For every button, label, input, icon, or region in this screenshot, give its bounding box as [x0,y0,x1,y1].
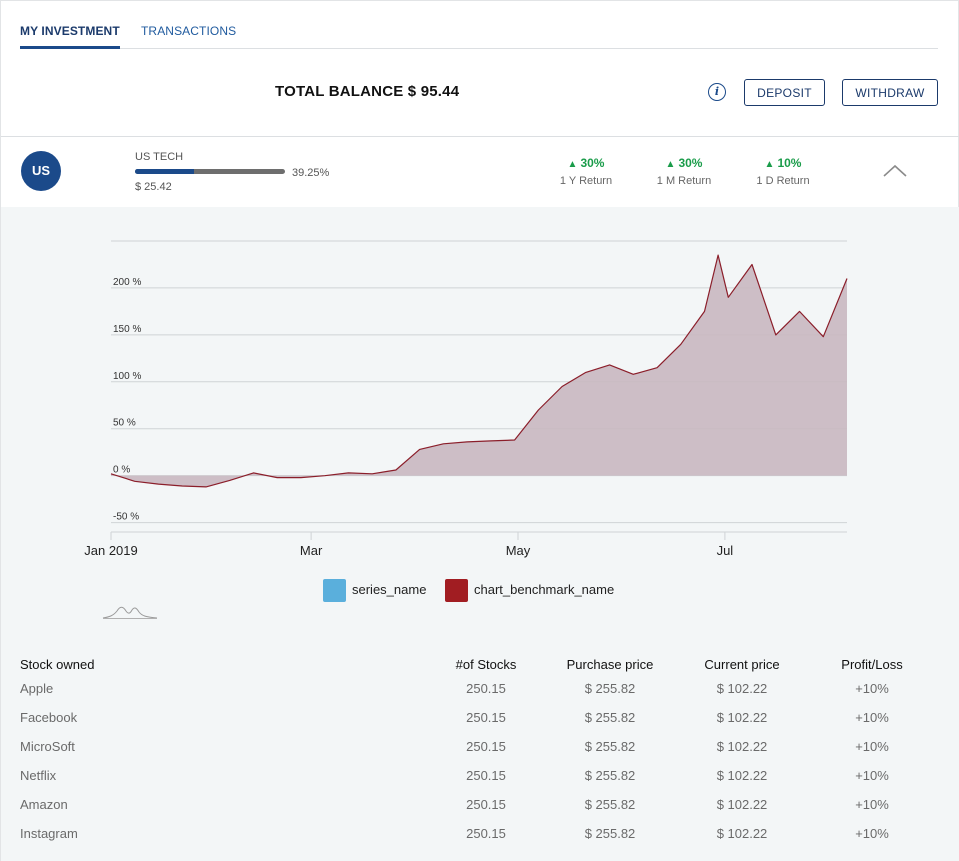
header-purchase-price: Purchase price [566,657,654,672]
current-price: $ 102.22 [716,826,768,841]
profit-loss: +10% [855,739,889,754]
current-price: $ 102.22 [716,710,768,725]
tab-my-investment[interactable]: MY INVESTMENT [20,24,120,49]
x-tick-label: May [506,543,531,558]
purchase-price: $ 255.82 [584,710,636,725]
current-price: $ 102.22 [716,681,768,696]
y-tick-label: 200 % [113,277,141,288]
up-arrow-icon: ▲ [567,159,578,170]
purchase-price: $ 255.82 [584,826,636,841]
num-stocks: 250.15 [466,739,506,754]
up-arrow-icon: ▲ [764,159,775,170]
legend-label: chart_benchmark_name [474,582,615,597]
return-label: 1 D Return [756,175,810,187]
current-price: $ 102.22 [716,768,768,783]
allocation-progress-fill [135,169,194,174]
y-tick-label: 100 % [113,371,141,382]
stock-name: Apple [20,681,54,696]
purchase-price: $ 255.82 [584,797,636,812]
return-label: 1 Y Return [559,175,613,187]
return-1y: ▲ 30% 1 Y Return [541,156,631,187]
section-divider [1,136,959,137]
fund-name: US TECH [135,151,184,163]
fund-avatar: US [21,151,61,191]
y-tick-label: 150 % [113,324,141,335]
info-icon[interactable]: i [708,83,726,101]
tab-bar: MY INVESTMENT TRANSACTIONS [20,1,938,49]
num-stocks: 250.15 [466,797,506,812]
stock-name: Netflix [20,768,57,783]
num-stocks: 250.15 [466,681,506,696]
purchase-price: $ 255.82 [584,739,636,754]
num-stocks: 250.15 [466,768,506,783]
profit-loss: +10% [855,797,889,812]
tab-transactions[interactable]: TRANSACTIONS [141,24,237,38]
up-arrow-icon: ▲ [665,159,676,170]
profit-loss: +10% [855,768,889,783]
profit-loss: +10% [855,681,889,696]
current-price: $ 102.22 [716,739,768,754]
header-current-price: Current price [704,657,780,672]
x-tick-label: Mar [300,543,323,558]
header-stock-owned: Stock owned [20,657,95,672]
num-stocks: 250.15 [466,826,506,841]
withdraw-button[interactable]: WITHDRAW [842,79,938,106]
stock-name: Amazon [20,797,68,812]
stock-name: MicroSoft [20,739,75,754]
benchmark-area [111,255,847,487]
deposit-button[interactable]: DEPOSIT [744,79,825,106]
y-tick-label: 0 % [113,465,130,476]
return-1d: ▲ 10% 1 D Return [738,156,828,187]
benchmark-line [110,254,848,488]
allocation-progress-bar [135,169,285,174]
legend-label: series_name [352,582,427,597]
return-value: 30% [678,156,703,170]
return-value: 10% [777,156,802,170]
purchase-price: $ 255.82 [584,768,636,783]
purchase-price: $ 255.82 [584,681,636,696]
stock-name: Instagram [20,826,78,841]
performance-chart: -50 % 0 % 50 % 100 % 150 % 200 % Jan 2019 Mar Ma… [84,240,848,558]
y-tick-label: -50 % [113,512,139,523]
return-label: 1 M Return [656,175,712,187]
chart-navigator-thumbnail[interactable] [101,603,159,621]
return-1m: ▲ 30% 1 M Return [639,156,729,187]
stock-name: Facebook [20,710,78,725]
fund-value: $ 25.42 [135,181,172,193]
x-tick-label: Jan 2019 [84,543,138,558]
total-balance: TOTAL BALANCE $ 95.44 [275,83,460,100]
header-profit-loss: Profit/Loss [841,657,903,672]
fund-detail-panel: -50 % 0 % 50 % 100 % 150 % 200 % Jan 2019 Mar Ma… [1,207,959,861]
legend-swatch [445,579,468,602]
num-stocks: 250.15 [466,710,506,725]
current-price: $ 102.22 [716,797,768,812]
allocation-percent: 39.25% [292,167,330,179]
y-tick-label: 50 % [113,418,136,429]
header-num-stocks: #of Stocks [455,657,517,672]
profit-loss: +10% [855,710,889,725]
return-value: 30% [580,156,605,170]
x-tick-label: Jul [717,543,734,558]
chevron-up-icon[interactable] [881,161,909,179]
profit-loss: +10% [855,826,889,841]
legend-swatch [323,579,346,602]
